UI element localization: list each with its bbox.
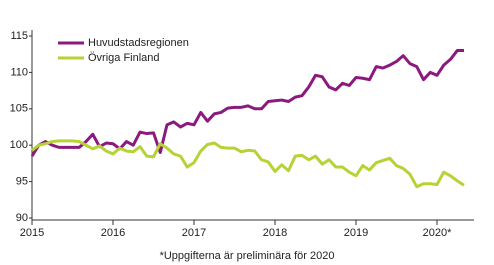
- y-tick-label: 105: [10, 103, 28, 115]
- legend-label: Huvudstadsregionen: [88, 37, 189, 49]
- x-tick-label: 2017: [182, 227, 206, 239]
- x-tick-label: 2018: [263, 227, 287, 239]
- y-tick-label: 90: [16, 212, 28, 224]
- x-tick-label: 2020*: [423, 227, 452, 239]
- y-tick-label: 95: [16, 176, 28, 188]
- line: [31, 139, 465, 189]
- y-tick-label: 115: [10, 30, 28, 42]
- y-tick-label: 110: [10, 66, 28, 78]
- legend-label: Övriga Finland: [88, 52, 160, 64]
- y-tick-label: 100: [10, 139, 28, 151]
- line: [30, 49, 464, 157]
- footnote: *Uppgifterna är preliminära för 2020: [160, 250, 335, 262]
- x-tick-label: 2015: [20, 227, 44, 239]
- x-tick-label: 2016: [101, 227, 125, 239]
- x-tick-label: 2019: [344, 227, 368, 239]
